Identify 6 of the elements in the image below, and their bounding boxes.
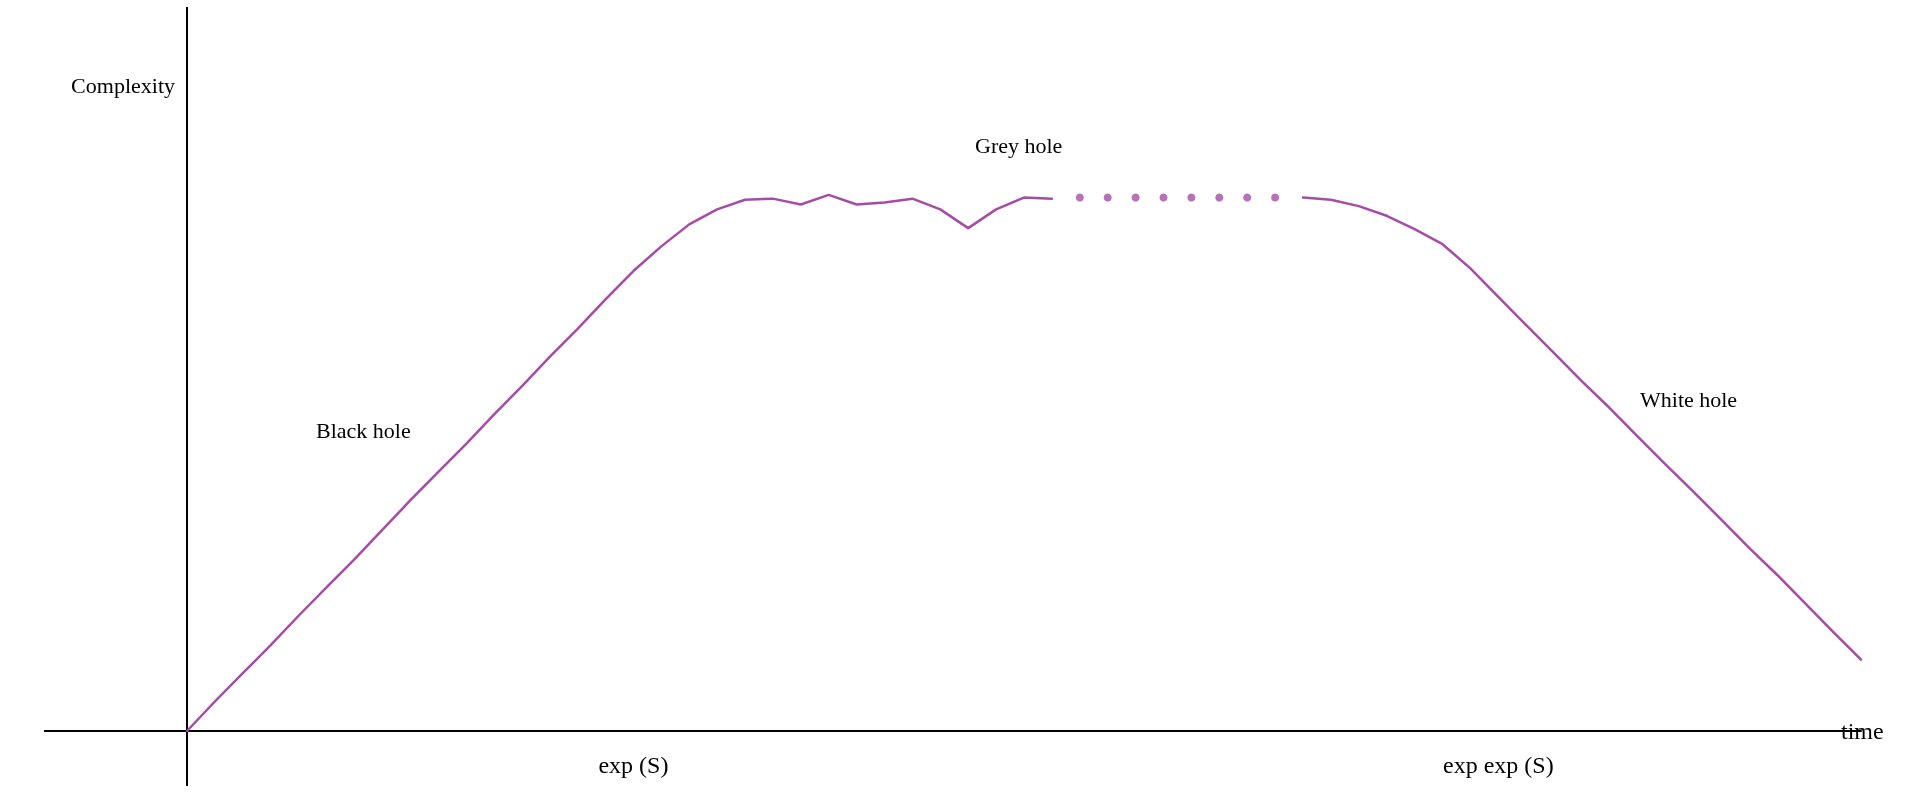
y-axis-title: Complexity	[71, 72, 175, 98]
annotation: Black hole	[316, 417, 411, 443]
x-tick-label: exp exp (S)	[1442, 752, 1554, 778]
x-tick-label: exp (S)	[598, 752, 669, 778]
annotation: White hole	[1640, 386, 1738, 412]
text: Grey hole	[975, 132, 1063, 158]
